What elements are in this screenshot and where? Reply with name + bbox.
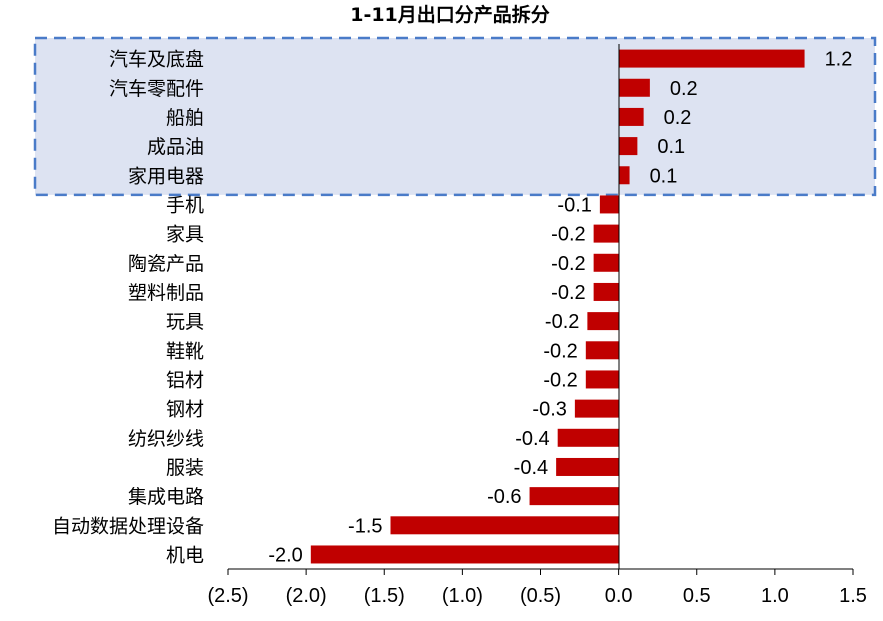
x-tick-label: (1.0) <box>442 585 483 607</box>
bars-layer: 汽车及底盘 1.2 汽车零配件 0.2 船舶 0.2 成品油 0.1 家用电器 0.1 手机 -0.1… <box>52 49 852 567</box>
bar <box>310 545 619 564</box>
bar <box>593 253 619 272</box>
x-tick-label: 0.0 <box>605 585 633 607</box>
x-tick-label: (2.0) <box>286 585 327 607</box>
value-label: -0.4 <box>515 428 549 450</box>
bar <box>390 516 619 535</box>
bar <box>593 282 619 301</box>
category-label: 船舶 <box>166 107 204 129</box>
value-label: 0.1 <box>650 165 678 187</box>
value-label: -2.0 <box>268 544 302 566</box>
value-label: -1.5 <box>348 515 382 537</box>
value-label: -0.6 <box>487 486 521 508</box>
category-label: 钢材 <box>166 399 204 421</box>
value-label: -0.3 <box>532 399 566 421</box>
category-label: 纺织纱线 <box>128 428 204 450</box>
x-tick-label: 1.0 <box>761 585 789 607</box>
value-label: 0.2 <box>670 78 698 100</box>
bar <box>618 166 630 185</box>
bar <box>587 312 619 331</box>
bar <box>556 457 619 476</box>
bar <box>574 399 619 418</box>
category-label: 自动数据处理设备 <box>52 515 204 537</box>
bar <box>618 49 805 68</box>
bar <box>529 487 619 506</box>
bar <box>593 224 619 243</box>
value-label: -0.4 <box>514 457 548 479</box>
value-label: -0.2 <box>545 311 579 333</box>
category-label: 集成电路 <box>128 486 204 508</box>
category-label: 家具 <box>166 224 204 246</box>
bar <box>618 107 644 126</box>
value-label: -0.1 <box>557 194 591 216</box>
x-axis-ticks: (2.5) (2.0) (1.5) (1.0) (0.5) 0.0 0.5 1.0 1.5 <box>207 569 867 607</box>
category-label: 服装 <box>166 457 204 479</box>
bar <box>585 341 619 360</box>
bar <box>618 78 650 97</box>
category-label: 陶瓷产品 <box>128 253 204 275</box>
category-label: 鞋靴 <box>166 340 204 362</box>
bar <box>618 137 638 156</box>
category-label: 汽车零配件 <box>109 78 204 100</box>
bar <box>599 195 619 214</box>
category-label: 汽车及底盘 <box>109 49 204 71</box>
value-label: -0.2 <box>551 224 585 246</box>
value-label: -0.2 <box>543 369 577 391</box>
value-label: -0.2 <box>551 282 585 304</box>
value-label: -0.2 <box>551 253 585 275</box>
x-tick-label: (1.5) <box>364 585 405 607</box>
chart-title: 1-11月出口分产品拆分 <box>350 3 550 26</box>
category-label: 家用电器 <box>128 165 204 187</box>
x-tick-label: (2.5) <box>207 585 248 607</box>
bar <box>585 370 619 389</box>
value-label: -0.2 <box>543 340 577 362</box>
bar <box>557 428 619 447</box>
x-tick-label: 1.5 <box>839 585 867 607</box>
category-label: 玩具 <box>166 311 204 333</box>
x-tick-label: (0.5) <box>520 585 561 607</box>
category-label: 成品油 <box>147 136 204 158</box>
value-label: 0.1 <box>657 136 685 158</box>
category-label: 铝材 <box>166 369 204 391</box>
x-tick-label: 0.5 <box>683 585 711 607</box>
value-label: 1.2 <box>825 49 853 71</box>
category-label: 手机 <box>166 194 204 216</box>
category-label: 机电 <box>166 544 204 566</box>
value-label: 0.2 <box>664 107 692 129</box>
category-label: 塑料制品 <box>128 282 204 304</box>
